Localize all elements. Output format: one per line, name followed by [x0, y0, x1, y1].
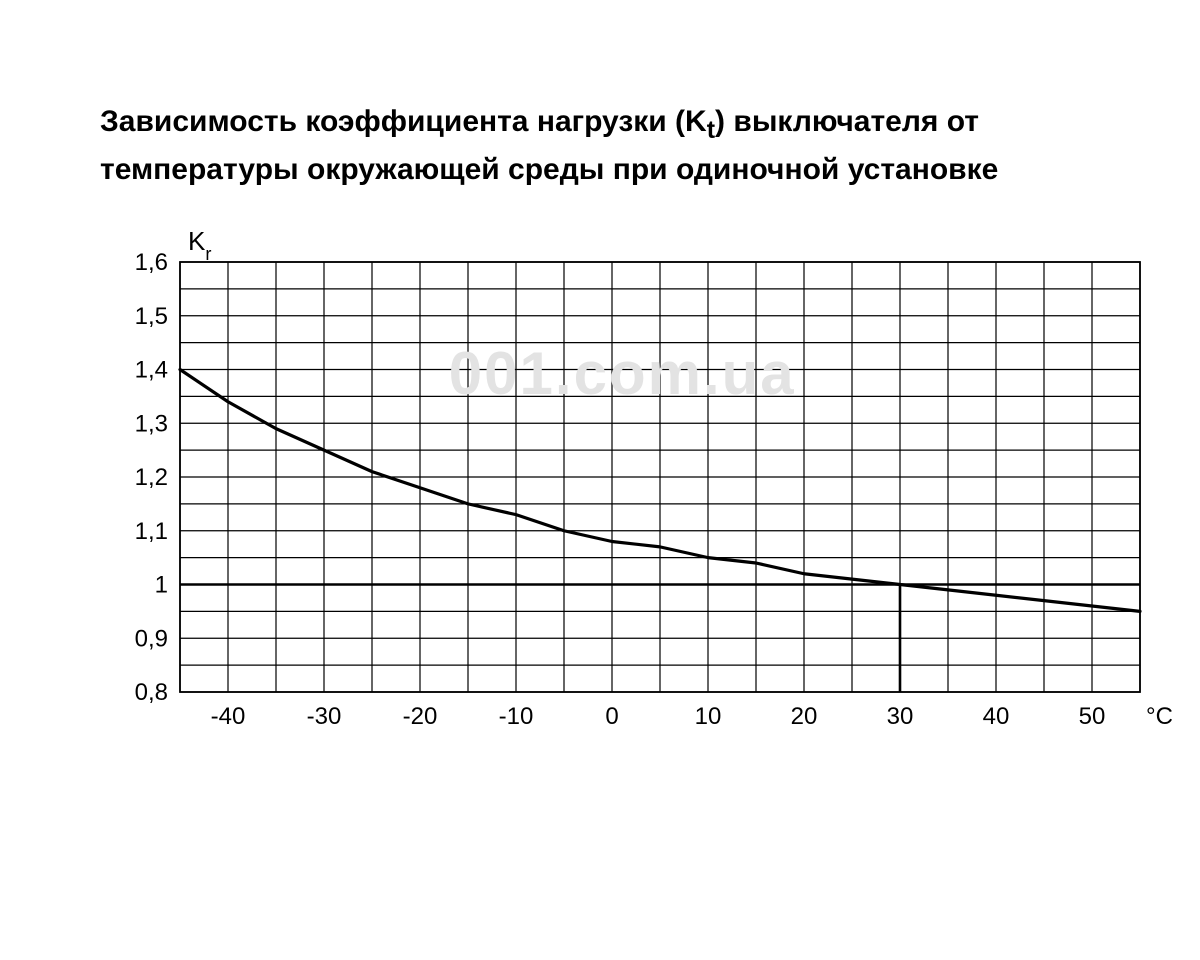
y-tick-label: 0,9	[135, 625, 168, 652]
title-line1a: Зависимость коэффициента нагрузки (K	[100, 105, 707, 138]
x-tick-label: 30	[887, 703, 914, 730]
y-tick-label: 1,6	[135, 249, 168, 276]
x-tick-label: -20	[403, 703, 438, 730]
title-sub: t	[707, 116, 715, 144]
x-axis-unit: °С	[1146, 703, 1173, 730]
title-line1b: ) выключателя от	[715, 105, 979, 138]
x-tick-label: -40	[211, 703, 246, 730]
x-tick-label: -30	[307, 703, 342, 730]
y-tick-label: 1,2	[135, 464, 168, 491]
chart-title: Зависимость коэффициента нагрузки (Kt) в…	[100, 100, 1100, 192]
x-tick-label: 50	[1079, 703, 1106, 730]
line-chart: -40 -30 -20 -10 0 10 20 30 40 50 °С 0,8 0,9 1 1,1 1,2 1,…	[100, 222, 1200, 752]
x-tick-label: 10	[695, 703, 722, 730]
y-tick-label: 1	[155, 571, 168, 598]
title-line2: температуры окружающей среды при одиночн…	[100, 153, 998, 186]
x-tick-label: 40	[983, 703, 1010, 730]
y-tick-label: 1,3	[135, 410, 168, 437]
x-tick-label: 0	[605, 703, 618, 730]
x-tick-label: 20	[791, 703, 818, 730]
y-tick-label: 1,5	[135, 303, 168, 330]
chart-container: 001.com.ua -40-30-20-1001020304050°С0,80…	[100, 222, 1140, 752]
y-tick-label: 0,8	[135, 679, 168, 706]
y-tick-label: 1,1	[135, 518, 168, 545]
y-axis-label: Kr	[188, 226, 211, 264]
y-tick-label: 1,4	[135, 356, 168, 383]
x-tick-label: -10	[499, 703, 534, 730]
